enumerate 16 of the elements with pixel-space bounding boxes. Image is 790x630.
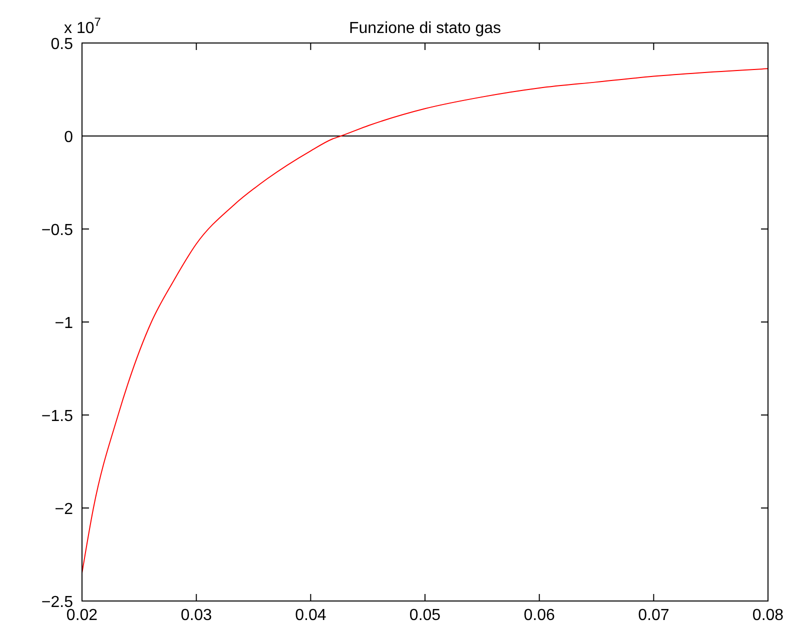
x-tick-label: 0.02 — [66, 607, 98, 624]
y-tick-label: −2 — [54, 501, 74, 518]
text: x 10$^{7}$ — [64, 15, 102, 37]
y-tick-label: 0 — [64, 129, 74, 146]
x-tick-label: 0.04 — [295, 607, 326, 624]
x-tick-label: 0.05 — [409, 607, 441, 624]
x-tick-label: 0.08 — [752, 607, 784, 624]
line-series — [82, 68, 768, 574]
y-tick-label: −1 — [54, 315, 74, 332]
y-tick-label: 0.5 — [50, 36, 74, 53]
chart-title: Funzione di stato gas — [348, 20, 502, 37]
y-tick-label: −1.5 — [41, 408, 74, 425]
x-tick-label: 0.07 — [638, 607, 670, 624]
x-tick-label: 0.06 — [524, 607, 556, 624]
y-tick-label: −0.5 — [41, 222, 74, 239]
x-tick-label: 0.03 — [180, 607, 212, 624]
